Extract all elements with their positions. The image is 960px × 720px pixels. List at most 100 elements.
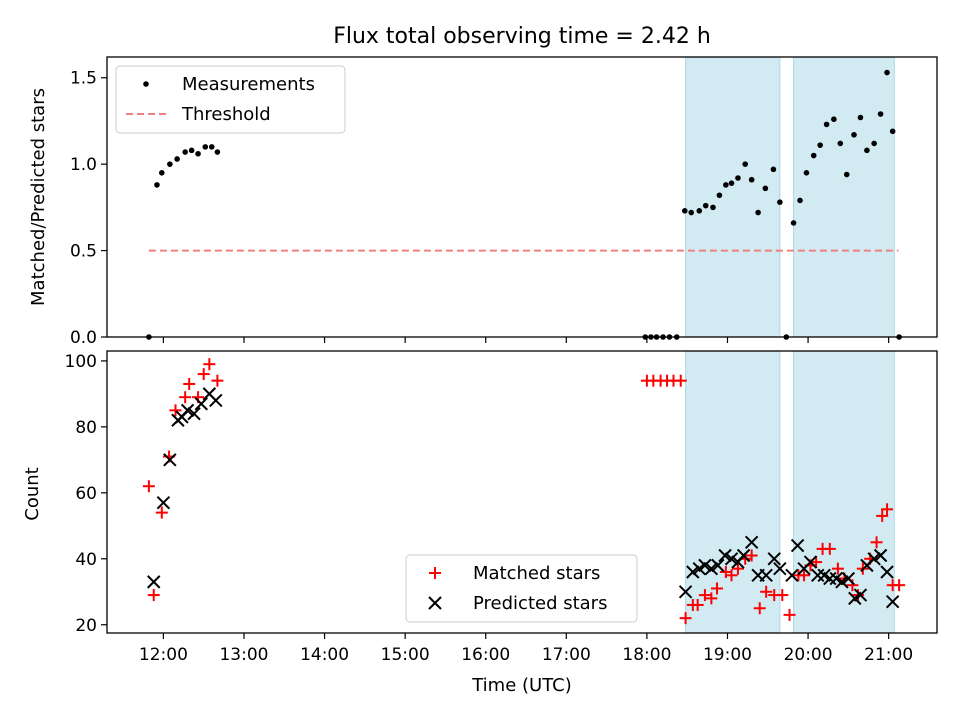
measurement-point bbox=[696, 208, 703, 214]
bottom-panel: 20 40 60 80 100 12:00 13:00 14:00 15:00 16:00 17:… bbox=[22, 350, 938, 696]
bottom-ytick-label: 40 bbox=[75, 550, 97, 570]
measurement-point bbox=[202, 144, 209, 150]
measurement-point bbox=[837, 140, 844, 147]
matched-legend-marker bbox=[429, 567, 441, 579]
top-axes-frame bbox=[106, 56, 938, 338]
measurement-point bbox=[755, 209, 761, 216]
chart-title: Flux total observing time = 2.42 h bbox=[333, 24, 711, 49]
predicted-star-marker bbox=[724, 552, 739, 566]
x-tick-label: 13:00 bbox=[219, 645, 268, 665]
matched-star-marker bbox=[783, 608, 796, 621]
measurement-point bbox=[803, 170, 810, 176]
predicted-star-marker bbox=[180, 403, 195, 418]
matched-star-marker bbox=[183, 377, 196, 390]
measurement-point bbox=[857, 114, 864, 121]
top-ylabel: Matched/Predicted stars bbox=[28, 88, 49, 306]
bottom-ytick-label: 100 bbox=[65, 352, 97, 372]
matched-star-marker bbox=[203, 358, 216, 371]
x-tick-label: 17:00 bbox=[542, 645, 591, 665]
measurement-point bbox=[688, 209, 695, 216]
predicted-legend-marker bbox=[428, 596, 442, 610]
matched-star-marker bbox=[197, 368, 210, 381]
measurement-point bbox=[843, 171, 850, 178]
measurement-point bbox=[790, 220, 797, 226]
measurement-point bbox=[710, 204, 716, 211]
matched-star-marker bbox=[155, 506, 168, 519]
matched-star-marker bbox=[725, 569, 738, 582]
x-tick-label: 12:00 bbox=[139, 645, 188, 665]
measurement-point bbox=[889, 128, 896, 135]
predicted-star-marker bbox=[147, 575, 161, 589]
measurement-point bbox=[723, 182, 729, 188]
matched-star-marker bbox=[147, 589, 160, 602]
bottom-ylabel: Count bbox=[22, 467, 43, 520]
predicted-star-marker bbox=[711, 558, 725, 573]
predicted-star-marker bbox=[187, 406, 201, 421]
x-tick-label: 15:00 bbox=[381, 645, 430, 665]
matched-star-marker bbox=[211, 374, 224, 387]
measurement-point bbox=[877, 111, 884, 117]
measurement-point bbox=[810, 152, 817, 159]
observing-interval-shade bbox=[685, 56, 781, 338]
measurement-point bbox=[831, 116, 837, 123]
measurements-legend-marker bbox=[143, 81, 149, 87]
top-legend: Measurements Threshold bbox=[115, 65, 346, 134]
predicted-star-marker bbox=[853, 588, 868, 602]
matched-star-marker bbox=[776, 589, 789, 602]
bottom-ytick-label: 20 bbox=[75, 616, 97, 636]
matched-star-marker bbox=[169, 404, 182, 417]
x-tick-label: 18:00 bbox=[622, 645, 671, 665]
x-tick-label: 19:00 bbox=[703, 645, 752, 665]
top-panel: 0.0 0.5 1.0 1.5 Matched/Predicted stars Mea… bbox=[28, 56, 938, 348]
observing-interval-shade bbox=[793, 350, 895, 634]
measurement-point bbox=[797, 197, 803, 204]
measurement-point bbox=[871, 140, 877, 147]
matched-star-marker bbox=[876, 509, 889, 522]
bottom-ytick-label: 80 bbox=[75, 418, 97, 438]
measurement-point bbox=[742, 161, 749, 167]
bottom-legend: Matched stars Predicted stars bbox=[405, 554, 638, 623]
predicted-star-marker bbox=[867, 552, 881, 566]
x-axis-label: Time (UTC) bbox=[471, 675, 572, 696]
threshold-legend-label: Threshold bbox=[181, 104, 271, 125]
matched-star-marker bbox=[691, 598, 704, 611]
top-ytick-label: 0.5 bbox=[70, 242, 97, 262]
matched-star-marker bbox=[731, 562, 744, 575]
matched-star-marker bbox=[679, 612, 692, 625]
measurement-point bbox=[770, 166, 777, 173]
measurement-point bbox=[728, 180, 735, 186]
matched-star-marker bbox=[760, 585, 773, 598]
matched-star-marker bbox=[846, 579, 859, 592]
predicted-star-marker bbox=[803, 555, 818, 569]
predicted-star-marker bbox=[156, 496, 171, 510]
predicted-star-marker bbox=[873, 548, 888, 563]
x-tick-label: 14:00 bbox=[300, 645, 349, 665]
x-tick-label: 16:00 bbox=[461, 645, 510, 665]
top-ytick-label: 1.0 bbox=[70, 155, 97, 175]
predicted-star-marker bbox=[790, 538, 805, 553]
predicted-star-marker bbox=[718, 548, 732, 563]
matched-star-marker bbox=[810, 556, 823, 569]
predicted-star-marker bbox=[704, 561, 719, 576]
matched-star-marker bbox=[698, 589, 711, 602]
predicted-star-marker bbox=[835, 575, 849, 589]
measurement-point bbox=[702, 202, 709, 209]
measurement-point bbox=[154, 182, 160, 188]
matched-legend-label: Matched stars bbox=[473, 563, 600, 584]
measurement-point bbox=[188, 147, 195, 154]
measurement-point bbox=[182, 149, 188, 155]
predicted-legend-label: Predicted stars bbox=[473, 593, 607, 614]
measurement-point bbox=[884, 69, 890, 76]
predicted-star-marker bbox=[885, 594, 900, 609]
predicted-star-marker bbox=[698, 558, 712, 573]
matched-star-marker bbox=[823, 542, 836, 555]
predicted-star-marker bbox=[785, 568, 799, 582]
matched-star-marker bbox=[870, 536, 883, 549]
x-tick-label: 20:00 bbox=[784, 645, 833, 665]
predicted-star-marker bbox=[686, 565, 700, 579]
predicted-star-marker bbox=[678, 585, 693, 599]
matched-star-marker bbox=[711, 582, 724, 595]
measurement-point bbox=[208, 144, 215, 150]
matched-star-marker bbox=[831, 562, 844, 575]
predicted-star-marker bbox=[209, 393, 223, 408]
